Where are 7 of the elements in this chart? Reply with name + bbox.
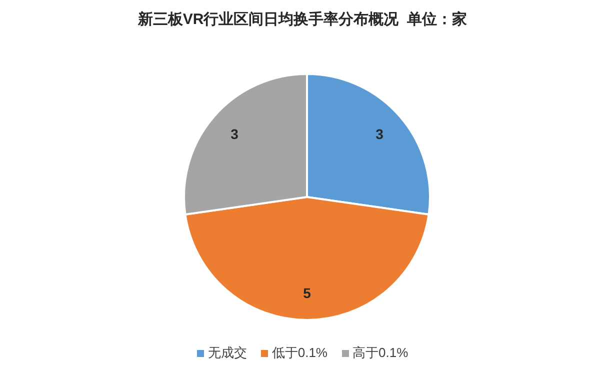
legend-label: 高于0.1% — [352, 344, 408, 362]
data-label: 5 — [303, 284, 312, 301]
data-label: 3 — [230, 126, 239, 142]
legend-label: 无成交 — [208, 344, 247, 362]
chart-title: 新三板VR行业区间日均换手率分布概况 单位：家 — [136, 10, 468, 29]
data-label: 3 — [376, 126, 384, 142]
legend-label: 低于0.1% — [272, 344, 328, 362]
